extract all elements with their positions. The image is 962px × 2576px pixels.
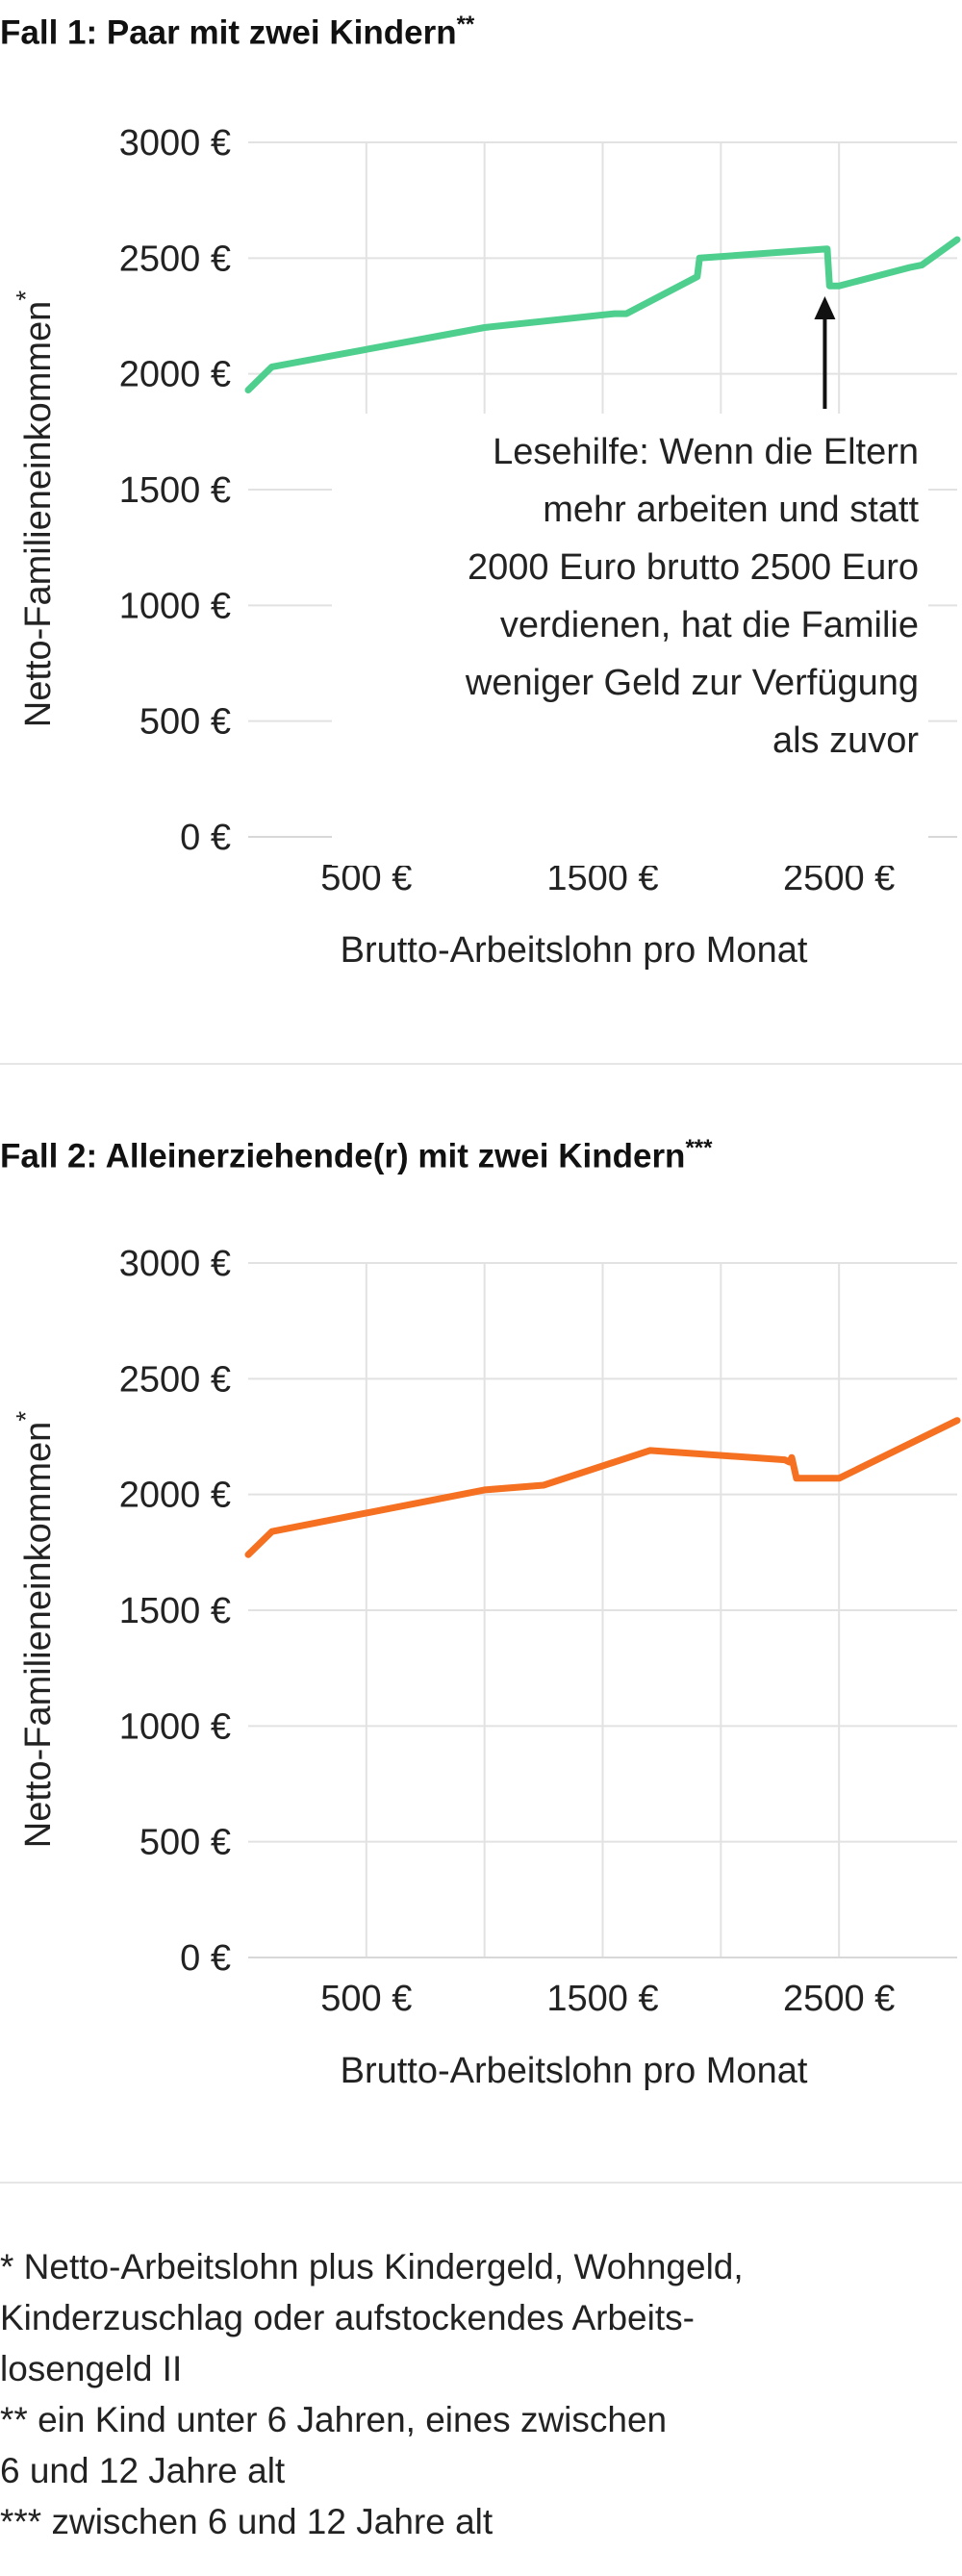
footnote-1: * Netto-Arbeitslohn plus Kindergeld, Woh… xyxy=(0,2247,744,2388)
footnotes: * Netto-Arbeitslohn plus Kindergeld, Woh… xyxy=(0,2241,962,2547)
chart2-title-text: Fall 2: Alleinerziehende(r) mit zwei Kin… xyxy=(0,1137,686,1175)
chart2-y-tick-label-1000: 1000 € xyxy=(119,1706,231,1747)
chart1-x-axis-label: Brutto-Arbeitslohn pro Monat xyxy=(341,930,808,971)
chart2-x-tick-label-1500: 1500 € xyxy=(546,1979,658,2019)
chart2-plot: 0 € 500 € 1000 € 1500 € 2000 € 2500 € 3000 € 50… xyxy=(11,1244,961,2091)
chart1-annotation-bg xyxy=(332,414,928,866)
footnote-3: *** zwischen 6 und 12 Jahre alt xyxy=(0,2502,494,2541)
chart1-title: Fall 1: Paar mit zwei Kindern** xyxy=(0,12,474,53)
chart1-title-text: Fall 1: Paar mit zwei Kindern xyxy=(0,13,457,52)
chart1-y-tick-label-1500: 1500 € xyxy=(119,470,231,511)
chart1-y-tick-label-0: 0 € xyxy=(180,818,231,858)
chart2-y-axis-label: Netto-Familieneinkommen* xyxy=(11,1411,59,1849)
chart1-y-tick-label-1000: 1000 € xyxy=(119,586,231,626)
chart1-title-suffix: ** xyxy=(456,12,475,38)
chart1-annotation-line-6: als zuvor xyxy=(772,720,919,761)
chart2-x-tick-label-500: 500 € xyxy=(320,1979,412,2019)
chart2-title: Fall 2: Alleinerziehende(r) mit zwei Kin… xyxy=(0,1135,712,1176)
chart2-y-tick-label-500: 500 € xyxy=(139,1823,231,1863)
footnote-2: ** ein Kind unter 6 Jahren, eines zwisch… xyxy=(0,2400,668,2490)
chart1-annotation-line-2: mehr arbeiten und statt xyxy=(543,490,919,530)
chart2-y-tick-label-1500: 1500 € xyxy=(119,1591,231,1631)
chart1-annotation-line-5: weniger Geld zur Verfügung xyxy=(465,663,919,703)
chart2-y-tick-label-0: 0 € xyxy=(180,1938,231,1979)
chart1-plot: 0 €500 €1000 €1500 €2000 €2500 €3000 €50… xyxy=(11,123,961,971)
chart2-y-tick-label-2500: 2500 € xyxy=(119,1359,231,1400)
chart1-annotation-line-3: 2000 Euro brutto 2500 Euro xyxy=(468,547,919,588)
chart2-y-tick-label-2000: 2000 € xyxy=(119,1476,231,1516)
chart1-annotation-line-1: Lesehilfe: Wenn die Eltern xyxy=(493,432,919,472)
chart2-title-suffix: *** xyxy=(685,1135,713,1161)
chart2-x-axis-label: Brutto-Arbeitslohn pro Monat xyxy=(341,2051,808,2091)
section-divider-1 xyxy=(0,1063,962,1065)
chart2-series-line xyxy=(244,1417,961,1558)
chart1-y-axis-label: Netto-Familieneinkommen* xyxy=(11,290,59,728)
chart1-y-tick-label-500: 500 € xyxy=(139,702,231,743)
chart1-annotation-arrow-head xyxy=(814,296,836,319)
chart1-y-tick-label-3000: 3000 € xyxy=(119,123,231,164)
chart1-annotation-line-4: verdienen, hat die Familie xyxy=(500,605,919,645)
chart2-x-tick-label-2500: 2500 € xyxy=(783,1979,895,2019)
chart2-y-tick-label-3000: 3000 € xyxy=(119,1244,231,1284)
chart1-y-tick-label-2500: 2500 € xyxy=(119,239,231,279)
chart1-series-line xyxy=(244,236,961,393)
chart1-y-tick-label-2000: 2000 € xyxy=(119,355,231,395)
section-divider-2 xyxy=(0,2182,962,2184)
